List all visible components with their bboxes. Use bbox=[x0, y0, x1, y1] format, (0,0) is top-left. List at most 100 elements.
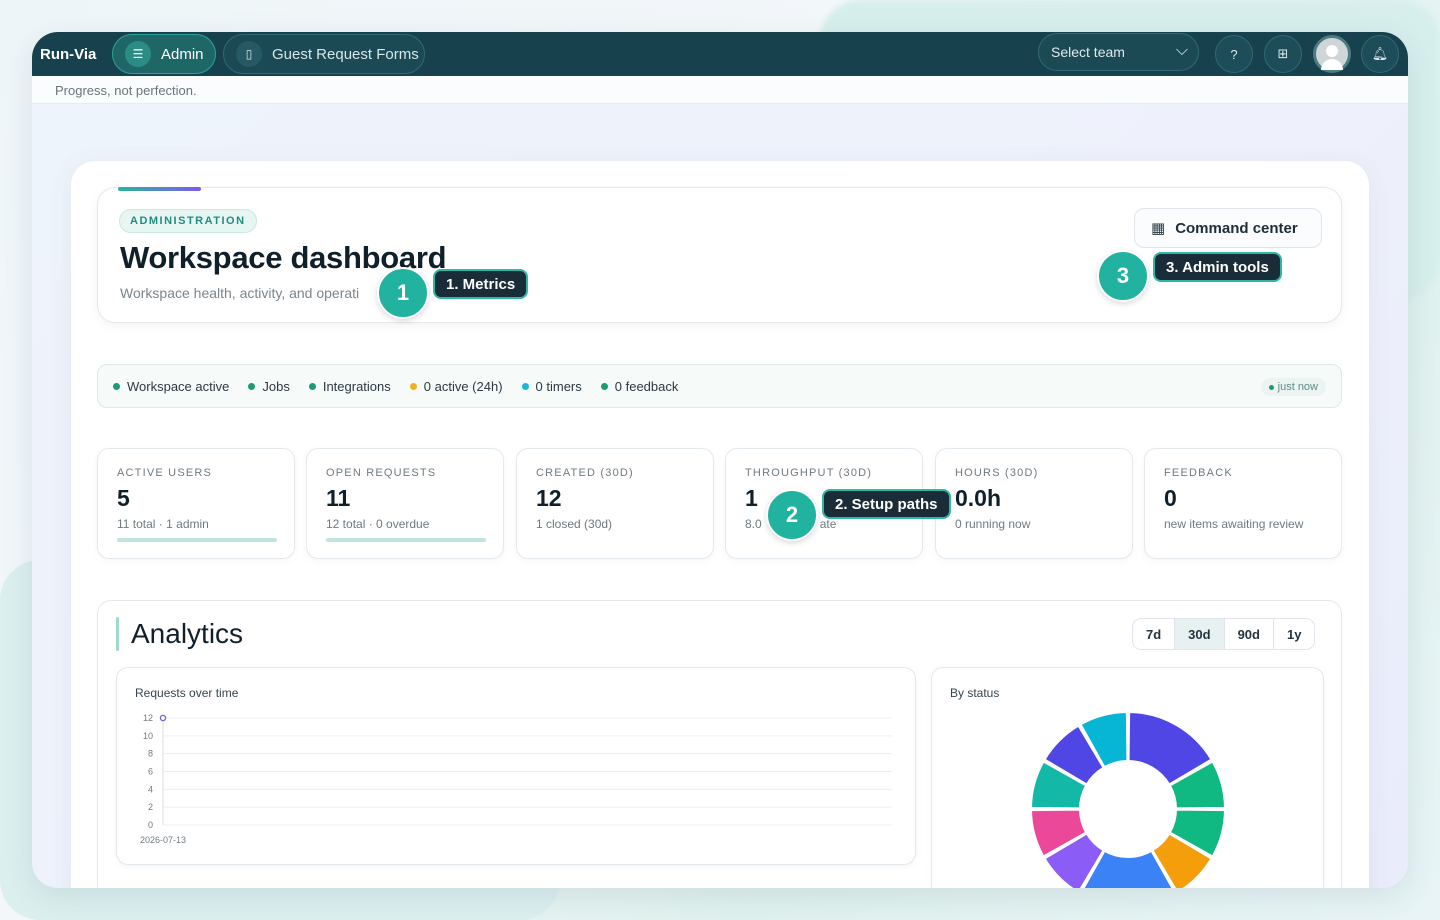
x-tick-label: 2026-07-13 bbox=[140, 835, 186, 845]
requests-chart-title: Requests over time bbox=[135, 686, 239, 700]
y-tick-label: 0 bbox=[148, 820, 153, 830]
status-strip: Workspace active Jobs Integrations 0 active… bbox=[97, 364, 1342, 408]
metric-subtext-main: 12 total · 0 overdue bbox=[326, 517, 430, 531]
app-window: Run-Via ☰ Admin ▯ Guest Request Forms Se… bbox=[32, 32, 1408, 888]
help-icon: ? bbox=[1230, 46, 1238, 62]
top-navigation-bar: Run-Via ☰ Admin ▯ Guest Request Forms Se… bbox=[32, 32, 1408, 76]
status-label: 0 active (24h) bbox=[423, 378, 503, 394]
tour-step-marker-1[interactable]: 1 bbox=[377, 267, 429, 319]
updated-dot bbox=[1268, 384, 1274, 390]
status-item: Integrations bbox=[308, 378, 391, 394]
metric-card[interactable]: FEEDBACK 0 new items awaiting review bbox=[1144, 448, 1342, 559]
status-donut-chart bbox=[1029, 710, 1227, 888]
y-tick-label: 12 bbox=[143, 713, 153, 723]
metric-card[interactable]: HOURS (30D) 0.0h 0 running now bbox=[935, 448, 1133, 559]
metric-label: FEEDBACK bbox=[1164, 467, 1233, 479]
metric-label: HOURS (30D) bbox=[955, 467, 1039, 479]
metric-progress-bar bbox=[117, 538, 277, 542]
status-dot bbox=[248, 382, 256, 390]
metric-value: 0 bbox=[1164, 485, 1177, 511]
range-button-1y[interactable]: 1y bbox=[1286, 626, 1302, 642]
metric-subtext: 11 total · 1 admin bbox=[117, 517, 209, 531]
status-label: Jobs bbox=[262, 378, 290, 394]
metric-value: 5 bbox=[117, 485, 130, 511]
metric-value: 11 bbox=[326, 485, 351, 511]
nav-guest-forms-label: Guest Request Forms bbox=[272, 45, 419, 63]
avatar-head-shape bbox=[1326, 45, 1338, 57]
apps-button[interactable]: ⊞ bbox=[1264, 35, 1302, 73]
metric-label: THROUGHPUT (30D) bbox=[745, 467, 873, 479]
help-button[interactable]: ? bbox=[1215, 35, 1253, 73]
tour-step-marker-3[interactable]: 3 bbox=[1097, 250, 1149, 302]
tour-step-label-3[interactable]: 3. Admin tools bbox=[1153, 252, 1282, 282]
metric-progress-bar bbox=[326, 538, 486, 542]
sliders-icon: ☰ bbox=[125, 41, 151, 67]
status-label: Integrations bbox=[322, 378, 391, 394]
status-label: Workspace active bbox=[127, 378, 230, 394]
data-point[interactable] bbox=[159, 714, 167, 722]
status-dot bbox=[600, 382, 608, 390]
notifications-button[interactable]: 🔔︎ bbox=[1361, 35, 1399, 73]
table-grid-icon: ▦ bbox=[1151, 220, 1166, 237]
status-dot bbox=[308, 382, 316, 390]
metric-subtext-main: new items awaiting review bbox=[1164, 517, 1304, 531]
donut-slice[interactable] bbox=[1079, 710, 1129, 769]
nav-admin-label: Admin bbox=[161, 45, 204, 63]
status-dot bbox=[521, 382, 529, 390]
page-subtitle: Workspace health, activity, and operati bbox=[120, 285, 360, 301]
status-item: 0 timers bbox=[521, 379, 582, 394]
donut-slice[interactable] bbox=[1127, 710, 1213, 786]
nav-admin-button[interactable]: ☰ Admin bbox=[112, 34, 216, 74]
metric-subtext-tail: ate bbox=[819, 517, 837, 531]
metric-subtext: 1 closed (30d) bbox=[536, 517, 612, 531]
metric-card[interactable]: OPEN REQUESTS 11 12 total · 0 overdue bbox=[306, 448, 504, 559]
analytics-section: Analytics 7d 30d 90d 1y Requests over time … bbox=[97, 600, 1342, 888]
tour-step-label-1[interactable]: 1. Metrics bbox=[433, 269, 529, 299]
team-select-value: Select team bbox=[1051, 44, 1125, 60]
donut-slice[interactable] bbox=[1151, 832, 1213, 888]
status-item: 0 feedback bbox=[600, 379, 678, 394]
metric-card[interactable]: ACTIVE USERS 5 11 total · 1 admin bbox=[97, 448, 295, 559]
range-button-90d[interactable]: 90d bbox=[1225, 619, 1274, 649]
brand-logo[interactable]: Run-Via bbox=[40, 45, 97, 63]
metric-card[interactable]: CREATED (30D) 12 1 closed (30d) bbox=[516, 448, 714, 559]
donut-slice[interactable] bbox=[1168, 760, 1227, 810]
metric-subtext-main: 11 total · 1 admin bbox=[117, 517, 209, 531]
donut-slice[interactable] bbox=[1029, 760, 1088, 810]
y-tick-label: 6 bbox=[148, 767, 153, 777]
donut-slice[interactable] bbox=[1043, 832, 1105, 888]
tour-step-marker-2[interactable]: 2 bbox=[766, 489, 818, 541]
tagline-bar: Progress, not perfection. bbox=[32, 76, 1408, 104]
avatar[interactable] bbox=[1313, 35, 1351, 73]
metric-subtext: 12 total · 0 overdue bbox=[326, 517, 429, 531]
metric-subtext: 0 running now bbox=[955, 517, 1030, 531]
metric-label: CREATED (30D) bbox=[536, 467, 634, 479]
metric-label: OPEN REQUESTS bbox=[326, 467, 437, 479]
donut-slice[interactable] bbox=[1029, 808, 1088, 858]
metric-value: 1 bbox=[745, 485, 758, 511]
metric-progress-fill bbox=[326, 538, 486, 542]
analytics-accent bbox=[116, 617, 119, 651]
y-tick-label: 4 bbox=[148, 784, 153, 794]
updated-badge: just now bbox=[1260, 378, 1326, 396]
hero-accent-line bbox=[118, 187, 201, 191]
range-button-30d[interactable]: 30d bbox=[1175, 619, 1225, 649]
requests-line-chart: 12 10 8 6 4 2 0 2026-07-13 bbox=[140, 713, 892, 845]
donut-slice[interactable] bbox=[1043, 724, 1105, 786]
bell-icon: 🔔︎ bbox=[1371, 46, 1389, 61]
range-selector: 7d 30d 90d 1y bbox=[1132, 618, 1316, 650]
metric-value: 0.0h bbox=[955, 485, 1002, 511]
donut-slice[interactable] bbox=[1168, 808, 1227, 858]
dashboard-card: ADMINISTRATION Workspace dashboard Works… bbox=[71, 161, 1369, 888]
command-center-button[interactable]: ▦ Command center bbox=[1134, 208, 1322, 248]
tour-step-label-2[interactable]: 2. Setup paths bbox=[822, 489, 951, 519]
donut-slice[interactable] bbox=[1081, 849, 1176, 888]
document-icon: ▯ bbox=[236, 41, 262, 67]
team-select[interactable]: Select team ⌵ bbox=[1038, 33, 1199, 71]
apps-grid-icon: ⊞ bbox=[1277, 46, 1289, 61]
nav-guest-forms-button[interactable]: ▯ Guest Request Forms bbox=[223, 34, 425, 74]
y-tick-label: 10 bbox=[143, 731, 153, 741]
chevron-down-icon: ⌵ bbox=[1175, 42, 1188, 59]
range-button-7d[interactable]: 7d bbox=[1133, 619, 1176, 649]
metric-subtext-main: 0 running now bbox=[955, 517, 1031, 531]
